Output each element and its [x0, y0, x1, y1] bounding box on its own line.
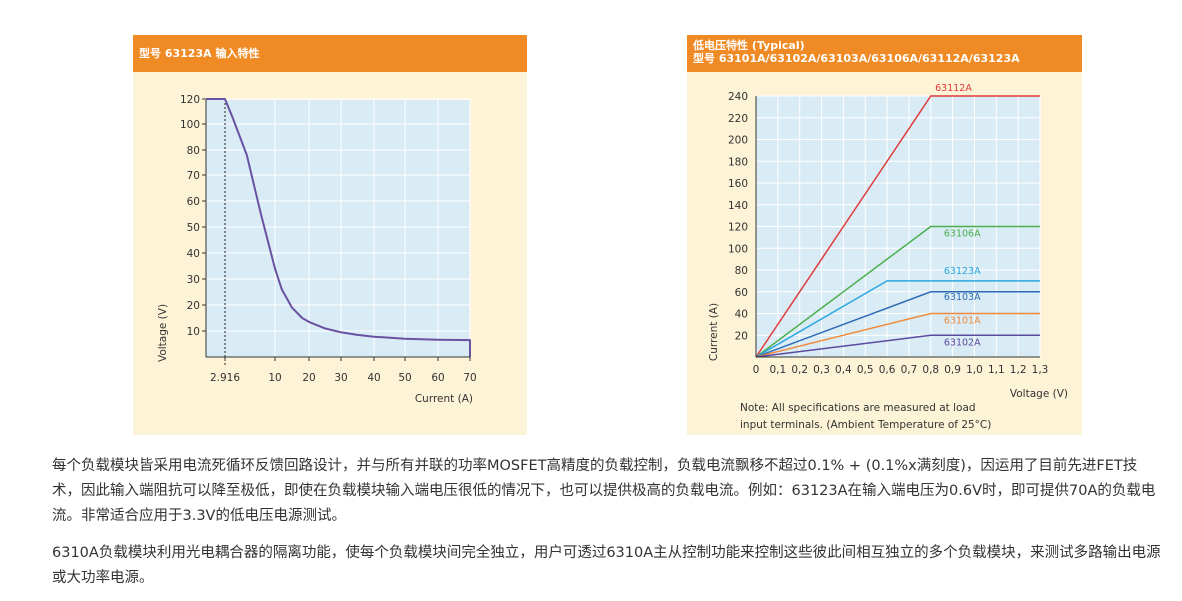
series-line — [755, 95, 1040, 358]
chart-low-voltage: 63112A 63106A 63123A 63103A 63101A 63102A 0 0,… — [708, 83, 1068, 431]
y-tick-label: 100 — [728, 243, 748, 255]
y-tick-label: 20 — [187, 300, 200, 312]
y-tick-label: 200 — [728, 135, 748, 147]
x-tick-label: 0,2 — [791, 364, 808, 376]
x-tick-label: 0,8 — [922, 364, 939, 376]
y-axis-label: Voltage (V) — [157, 304, 169, 362]
y-tick-label: 160 — [728, 178, 748, 190]
chart-header: 型号 63123A 输入特性 — [133, 35, 527, 72]
series-label: 63102A — [944, 337, 981, 348]
series-line — [755, 225, 1040, 358]
chart-subtitle: 型号 63101A/63102A/63103A/63106A/63112A/63… — [693, 52, 1020, 65]
x-tick-label: 10 — [268, 372, 281, 384]
x-tick-label: 20 — [302, 372, 315, 384]
x-tick-label: 0,3 — [813, 364, 830, 376]
chart-note-line2: input terminals. (Ambient Temperature of… — [740, 419, 991, 431]
x-axis-label: Current (A) — [415, 393, 473, 405]
y-tick-label: 30 — [187, 274, 200, 286]
y-tick-label: 240 — [728, 91, 748, 103]
chart-panel-input-characteristics: 型号 63123A 输入特性 2.916 10 20 30 40 50 60 70 10 20 3… — [133, 35, 527, 435]
x-tick-label: 30 — [334, 372, 347, 384]
y-tick-label: 120 — [728, 222, 748, 234]
series-label: 63101A — [944, 316, 981, 327]
x-tick-label: 1,2 — [1010, 364, 1027, 376]
chart-title: 低电压特性 (Typical) — [693, 39, 805, 52]
y-tick-label: 80 — [735, 265, 748, 277]
y-tick-label: 40 — [187, 248, 200, 260]
series-label: 63106A — [944, 229, 981, 240]
y-tick-label: 180 — [728, 156, 748, 168]
x-tick-label: 2.916 — [210, 372, 240, 384]
x-tick-label: 1,0 — [966, 364, 983, 376]
x-tick-label: 1,3 — [1032, 364, 1049, 376]
description-paragraph-2: 6310A负载模块利用光电耦合器的隔离功能，使每个负载模块间完全独立，用户可透过… — [52, 545, 1161, 586]
series-line — [755, 280, 1040, 358]
x-tick-label: 0,4 — [835, 364, 852, 376]
x-tick-label: 0,5 — [857, 364, 874, 376]
series-line — [755, 312, 1040, 358]
series-label: 63112A — [935, 83, 972, 94]
x-tick-label: 50 — [398, 372, 411, 384]
chart-header: 低电压特性 (Typical) 型号 63101A/63102A/63103A/… — [687, 35, 1082, 72]
series-line — [755, 334, 1040, 358]
y-tick-label: 60 — [187, 196, 200, 208]
series-line — [755, 291, 1040, 358]
x-tick-label: 0,6 — [879, 364, 896, 376]
y-tick-label: 40 — [735, 309, 748, 321]
description-paragraph-1: 每个负载模块皆采用电流死循环反馈回路设计，并与所有并联的功率MOSFET高精度的… — [52, 458, 1156, 524]
y-tick-label: 80 — [187, 145, 200, 157]
y-tick-label: 60 — [735, 287, 748, 299]
x-axis-label: Voltage (V) — [1010, 388, 1068, 400]
y-tick-label: 10 — [187, 326, 200, 338]
y-tick-label: 50 — [187, 222, 200, 234]
x-tick-label: 70 — [463, 372, 476, 384]
chart-input-characteristics: 2.916 10 20 30 40 50 60 70 10 20 30 40 50 60 70 80 100 1… — [157, 94, 477, 405]
series-label: 63123A — [944, 266, 981, 277]
y-axis-label: Current (A) — [708, 303, 720, 361]
x-tick-label: 40 — [367, 372, 380, 384]
x-tick-label: 0,1 — [769, 364, 786, 376]
x-tick-label: 0,9 — [944, 364, 961, 376]
y-tick-label: 20 — [735, 330, 748, 342]
y-tick-label: 140 — [728, 200, 748, 212]
chart-panel-low-voltage: 低电压特性 (Typical) 型号 63101A/63102A/63103A/… — [687, 35, 1082, 435]
series-label: 63103A — [944, 292, 981, 303]
chart-note-line1: Note: All specifications are measured at… — [740, 402, 976, 414]
x-tick-label: 60 — [431, 372, 444, 384]
y-tick-label: 220 — [728, 113, 748, 125]
series-line — [206, 98, 471, 357]
y-tick-label: 100 — [180, 119, 200, 131]
x-tick-label: 0 — [753, 364, 760, 376]
plot-area — [206, 100, 470, 357]
x-tick-label: 1,1 — [988, 364, 1005, 376]
y-tick-label: 70 — [187, 170, 200, 182]
y-tick-label: 120 — [180, 94, 200, 106]
x-tick-label: 0,7 — [901, 364, 918, 376]
